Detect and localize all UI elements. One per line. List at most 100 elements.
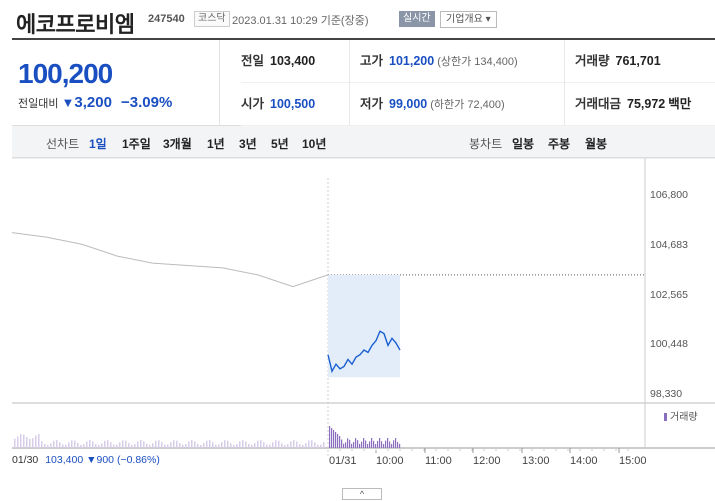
volume-bar: [254, 443, 256, 448]
tab-10years[interactable]: 10년: [302, 137, 327, 151]
volume-bar: [149, 444, 151, 448]
volume-bar: [397, 441, 399, 448]
volume-bar: [110, 442, 112, 448]
volume-bar: [92, 441, 94, 448]
market-badge: 코스닥: [194, 11, 230, 27]
volume-bar: [68, 442, 70, 448]
prev-day-change: 900: [96, 454, 115, 466]
down-arrow-icon: ▼: [86, 454, 97, 466]
volume-bar: [131, 444, 133, 448]
tab-1week[interactable]: 1주일: [122, 137, 151, 151]
volume-bar: [77, 443, 79, 448]
volume-bar: [371, 438, 373, 448]
volume-bar: [62, 444, 64, 448]
volume-bar: [314, 442, 316, 448]
volume-bar: [125, 440, 127, 448]
volume-bar: [137, 441, 139, 448]
volume-bar: [152, 443, 154, 448]
volume-bar: [257, 440, 259, 448]
volume-bar: [365, 440, 367, 448]
prev-day-summary: 01/30 103,400 ▼900 (−0.86%): [12, 454, 160, 466]
volume-bar: [230, 443, 232, 448]
volume-bar: [23, 434, 25, 448]
line-chart-title: 선차트: [46, 137, 80, 151]
volume-bar: [233, 444, 235, 448]
volume-bar: [275, 440, 277, 448]
volume-bar: [101, 443, 103, 448]
volume-bar: [80, 444, 82, 448]
volume-bar: [41, 441, 43, 448]
volume-bar: [89, 440, 91, 448]
chart-period-tabs: 선차트 1일 1주일 3개월 1년 3년 5년 10년 봉차트 일봉 주봉 월봉: [12, 126, 715, 158]
change-label: 전일대비: [18, 98, 59, 110]
tab-daily-candle[interactable]: 일봉: [512, 137, 535, 151]
tab-1year[interactable]: 1년: [207, 137, 225, 151]
volume-bar: [104, 440, 106, 448]
tab-3years[interactable]: 3년: [239, 137, 257, 151]
tab-weekly-candle[interactable]: 주봉: [548, 137, 571, 151]
price-chart: 106,800 104,683 102,565 100,448 98,330 거…: [0, 157, 715, 501]
volume-bar: [311, 440, 313, 448]
volume-bar: [361, 441, 363, 448]
volume-bar: [155, 440, 157, 448]
volume-bar: [269, 444, 271, 448]
price-chart-svg: [11, 157, 715, 458]
volume-bar: [272, 442, 274, 448]
volume-bar: [399, 443, 401, 448]
low-cell: 저가 99,000 (하한가 72,400): [349, 83, 564, 126]
volume-bar: [224, 440, 226, 448]
x-tick-label: 11:00: [425, 455, 452, 467]
volume-bar: [359, 443, 361, 448]
prev-close-cell: 전일 103,400: [241, 40, 349, 83]
volume-bar: [355, 438, 357, 448]
volume-bar: [158, 440, 160, 448]
volume-bar: [206, 440, 208, 448]
volume-bar: [245, 441, 247, 448]
volume-bar: [369, 441, 371, 448]
y-tick-label: 98,330: [650, 388, 683, 400]
volume-bar: [305, 443, 307, 448]
volume-bar: [284, 444, 286, 448]
volume-bar: [191, 440, 193, 448]
volume-bar: [179, 443, 181, 448]
volume-bar: [377, 440, 379, 448]
y-tick-label: 100,448: [650, 338, 688, 350]
volume-bar: [44, 443, 46, 448]
volume-bar: [347, 438, 349, 448]
prev-day-price-line: [11, 232, 329, 288]
tab-5years[interactable]: 5년: [271, 137, 289, 151]
tab-3months[interactable]: 3개월: [163, 137, 192, 151]
tab-monthly-candle[interactable]: 월봉: [585, 137, 608, 151]
chart-collapse-toggle[interactable]: ^: [342, 488, 382, 500]
prev-day-date: 01/30: [12, 454, 39, 466]
x-tick-label: 13:00: [522, 455, 550, 467]
x-tick-label: 14:00: [570, 455, 598, 467]
x-tick-label: 12:00: [473, 455, 501, 467]
volume-legend: 거래량: [664, 408, 698, 423]
prev-day-pct: (−0.86%): [116, 454, 160, 466]
upper-limit: (상한가 134,400): [437, 56, 518, 68]
volume-bar: [329, 426, 331, 448]
volume-bar: [391, 443, 393, 448]
volume-bar: [167, 444, 169, 448]
volume-bar: [239, 441, 241, 448]
tab-1day[interactable]: 1일: [89, 137, 107, 151]
volume-bar: [71, 440, 73, 448]
realtime-badge[interactable]: 실시간: [399, 11, 435, 27]
price-summary: 100,200 전일대비 ▼3,200 −3.09% 전일 103,400 고가 1…: [12, 38, 715, 126]
volume-bar: [395, 438, 397, 448]
volume-bar: [116, 444, 118, 448]
volume-bar: [248, 444, 250, 448]
volume-bar: [389, 441, 391, 448]
volume-bar: [173, 440, 175, 448]
volume-bar: [32, 438, 34, 448]
high-value: 101,200: [389, 54, 435, 68]
volume-bar: [351, 443, 353, 448]
volume-bar: [35, 435, 37, 448]
today-range-shade: [328, 274, 400, 378]
company-overview-button[interactable]: 기업개요 ▾: [440, 11, 497, 28]
volume-bar: [293, 440, 295, 448]
chevron-up-icon: ^: [359, 489, 365, 499]
volume-bar: [353, 442, 355, 448]
volume-bar: [185, 444, 187, 448]
